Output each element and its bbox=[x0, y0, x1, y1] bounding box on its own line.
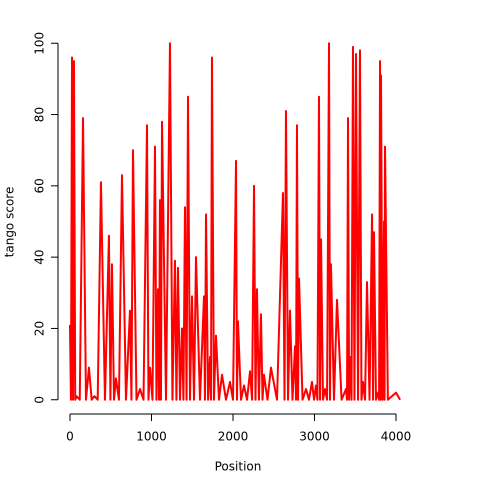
x-tick-label: 4000 bbox=[381, 430, 412, 444]
x-tick-label: 0 bbox=[66, 430, 74, 444]
x-tick-label: 3000 bbox=[299, 430, 330, 444]
x-tick-label: 1000 bbox=[136, 430, 167, 444]
y-tick-label: 40 bbox=[33, 250, 47, 265]
y-tick-label: 80 bbox=[33, 107, 47, 122]
y-tick-label: 100 bbox=[33, 32, 47, 55]
y-tick-label: 20 bbox=[33, 321, 47, 336]
y-tick-label: 0 bbox=[33, 396, 47, 404]
y-axis-label: tango score bbox=[3, 187, 17, 258]
x-axis-label: Position bbox=[215, 460, 262, 474]
x-tick-label: 2000 bbox=[218, 430, 249, 444]
data-line bbox=[68, 42, 401, 401]
y-tick-label: 60 bbox=[33, 178, 47, 193]
